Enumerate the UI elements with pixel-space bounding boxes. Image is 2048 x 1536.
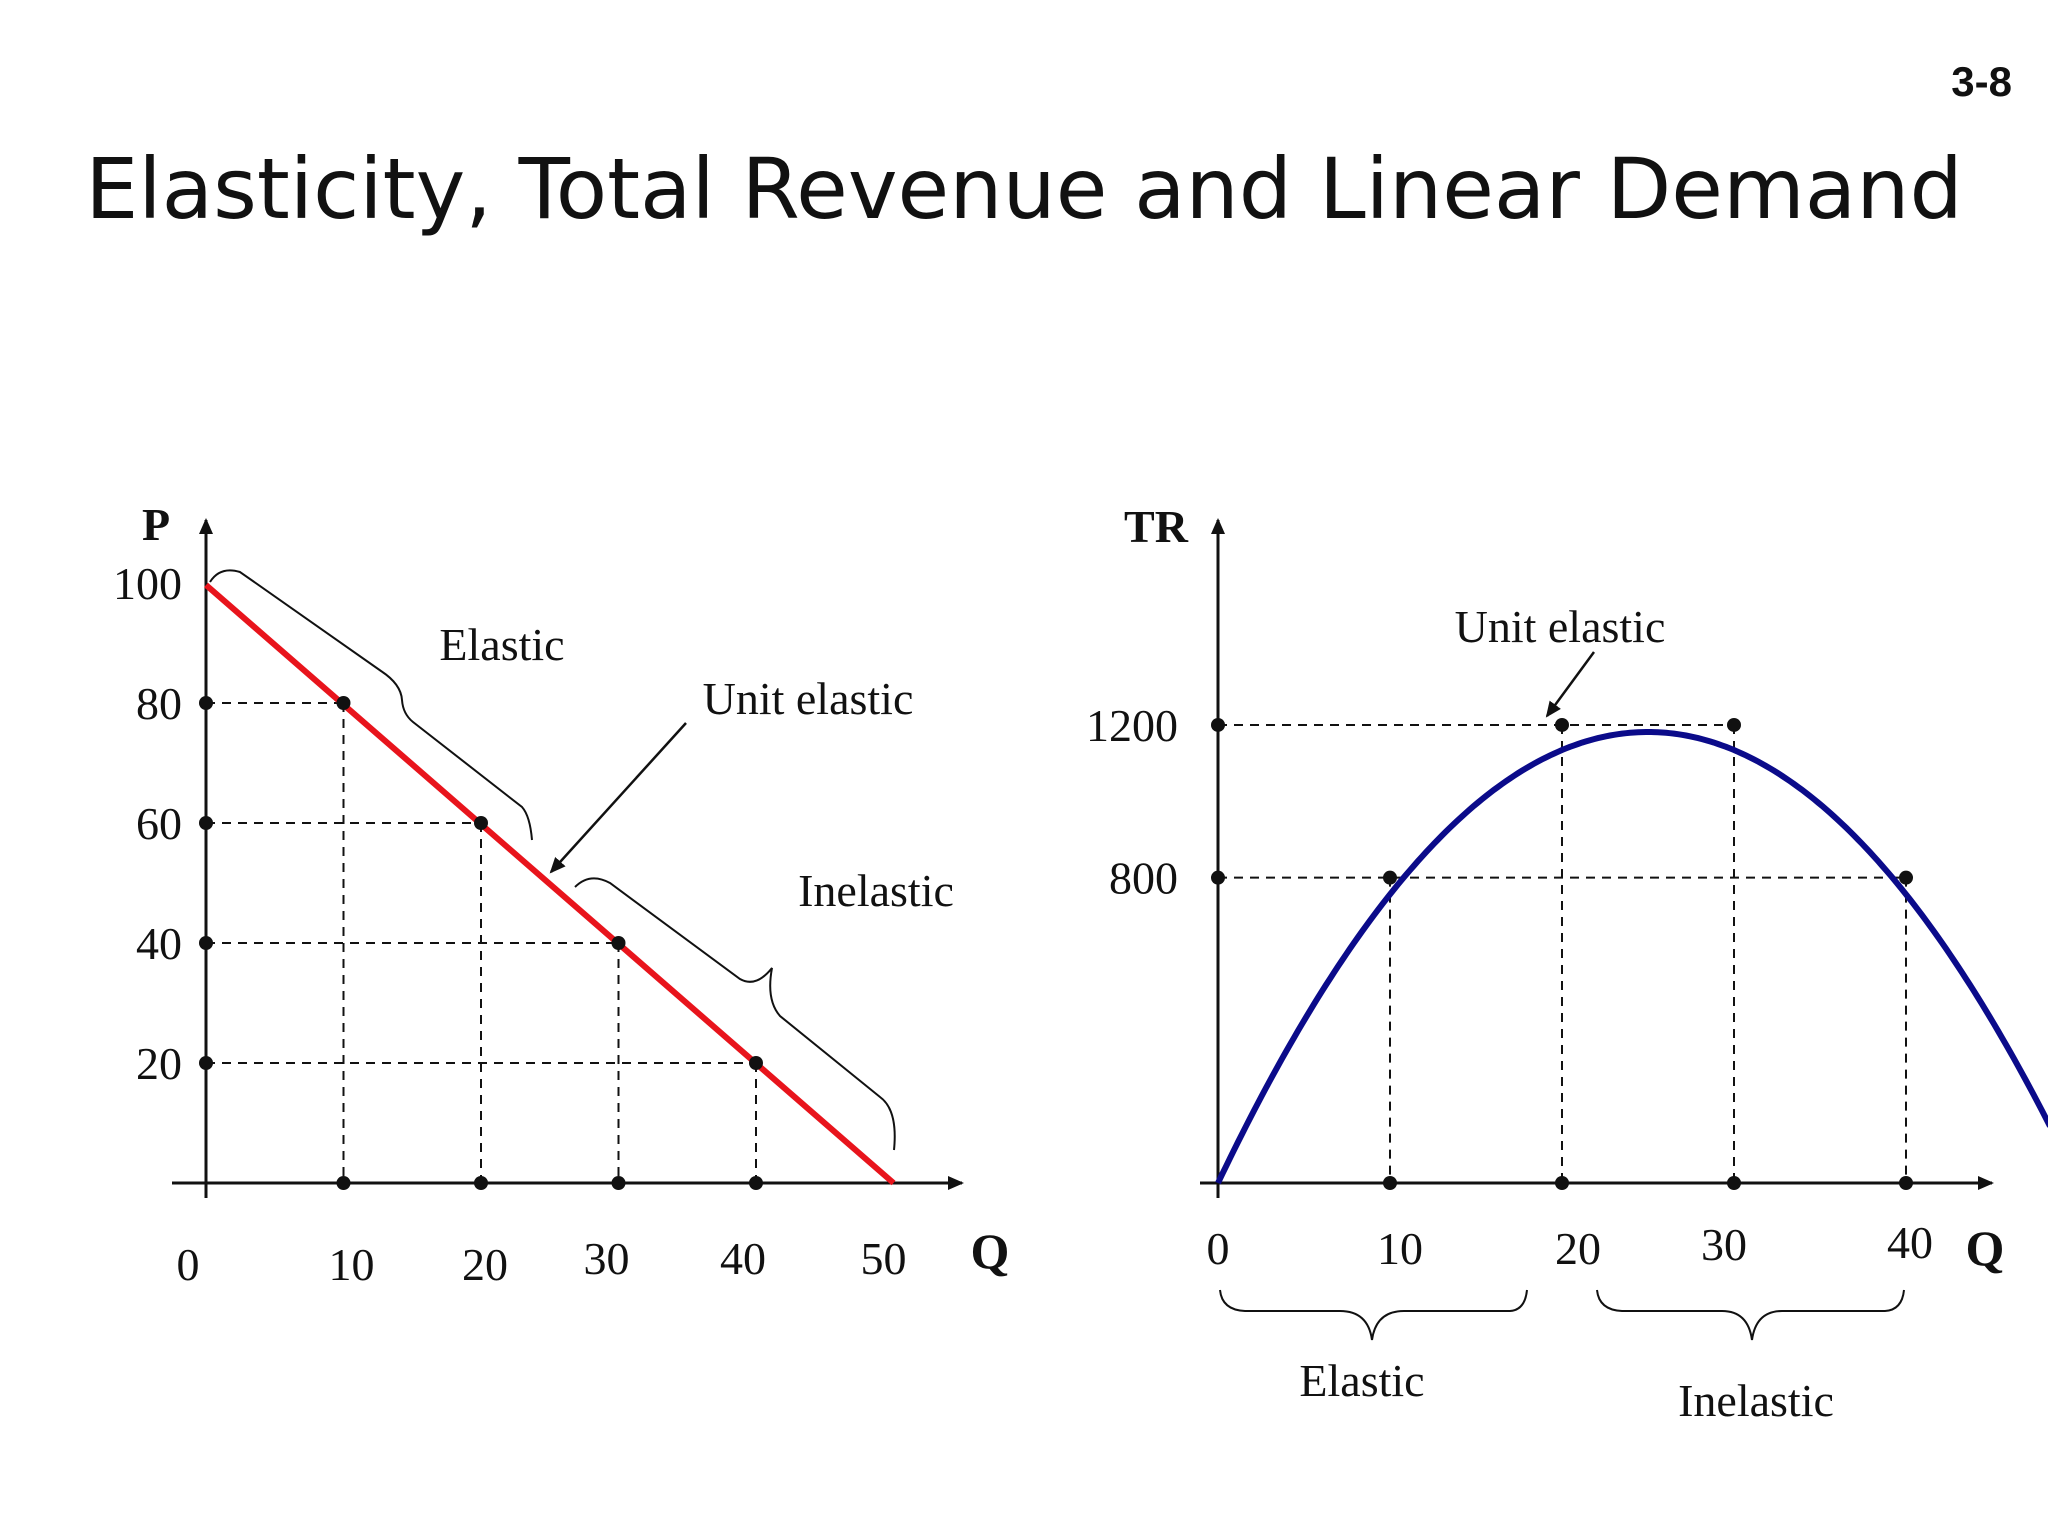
tr-unit-elastic-arrow: [1545, 651, 1596, 718]
tr-point: [1383, 870, 1397, 885]
demand-y-tick-label: 20: [136, 1038, 182, 1089]
demand-y-ticks: 100 80 60 40 20: [113, 558, 182, 1089]
tr-point: [1727, 717, 1741, 732]
tr-y-ticks: 1200 800: [1086, 700, 1178, 904]
unit-elastic-label: Unit elastic: [703, 673, 914, 724]
slide-number: 3-8: [1951, 58, 2012, 105]
tr-unit-elastic-label: Unit elastic: [1455, 601, 1666, 652]
demand-point: [474, 816, 488, 830]
demand-y-tick-label: 40: [136, 918, 182, 969]
total-revenue-curve: [1215, 729, 2048, 1185]
demand-x-tick-label: 0: [177, 1239, 200, 1290]
tr-y-dot: [1211, 717, 1225, 732]
demand-line: [204, 582, 896, 1186]
tr-points: [1211, 717, 1913, 1190]
demand-gridlines: [206, 702, 757, 1183]
tr-elastic-brace: [1219, 1289, 1528, 1341]
tr-x-tick-label: 10: [1377, 1223, 1423, 1274]
slide-title: Elasticity, Total Revenue and Linear Dem…: [85, 140, 1963, 238]
tr-x-tick-label: 0: [1207, 1223, 1230, 1274]
demand-x-axis-label: Q: [971, 1223, 1010, 1279]
demand-y-tick-label: 60: [136, 798, 182, 849]
demand-y-dot: [199, 696, 213, 710]
tr-inelastic-brace: [1596, 1289, 1905, 1341]
demand-y-axis-label: P: [142, 499, 170, 550]
tr-elastic-label: Elastic: [1299, 1355, 1424, 1406]
demand-y-dot: [199, 1056, 213, 1070]
demand-point: [749, 1056, 763, 1070]
unit-elastic-arrow: [549, 722, 687, 874]
demand-point: [336, 696, 351, 710]
demand-chart: P Q 100 80 60 40 20 0 10 20 30 40 50 Elastic Unit…: [113, 499, 1009, 1290]
tr-y-dot: [1211, 870, 1225, 885]
demand-x-dot: [611, 1176, 626, 1190]
tr-x-dot: [1899, 1176, 1913, 1190]
tr-x-axis-label: Q: [1966, 1220, 2005, 1276]
tr-series: [1215, 729, 2048, 1185]
demand-x-tick-label: 40: [720, 1233, 766, 1284]
demand-y-tick-label: 80: [136, 678, 182, 729]
tr-x-dot: [1383, 1176, 1397, 1190]
tr-x-dot: [1727, 1176, 1741, 1190]
tr-x-tick-label: 20: [1555, 1223, 1601, 1274]
tr-gridlines: [1218, 723, 1907, 1183]
demand-y-dot: [199, 816, 213, 830]
demand-x-tick-label: 50: [861, 1233, 907, 1284]
tr-x-tick-label: 30: [1701, 1219, 1747, 1270]
tr-inelastic-label: Inelastic: [1678, 1375, 1834, 1426]
tr-y-axis-label: TR: [1124, 501, 1189, 552]
elastic-brace: [209, 569, 533, 841]
tr-y-tick-label: 800: [1109, 853, 1178, 904]
elastic-label: Elastic: [439, 619, 564, 670]
tr-x-dot: [1555, 1176, 1569, 1190]
demand-x-ticks: 0 10 20 30 40 50: [177, 1233, 907, 1290]
tr-y-tick-label: 1200: [1086, 700, 1178, 751]
demand-series: [204, 582, 896, 1186]
demand-x-dot: [474, 1176, 488, 1190]
tr-point: [1555, 717, 1569, 732]
demand-x-tick-label: 10: [329, 1239, 375, 1290]
demand-x-dot: [749, 1176, 763, 1190]
inelastic-label: Inelastic: [798, 865, 954, 916]
demand-x-dot: [336, 1176, 351, 1190]
demand-y-dot: [199, 936, 213, 950]
demand-y-tick-label: 100: [113, 558, 182, 609]
demand-x-tick-label: 30: [584, 1233, 630, 1284]
demand-point: [611, 936, 626, 950]
tr-point: [1899, 870, 1913, 885]
demand-points: [199, 696, 763, 1190]
tr-x-tick-label: 40: [1887, 1217, 1933, 1268]
demand-x-tick-label: 20: [462, 1239, 508, 1290]
inelastic-brace: [574, 877, 896, 1151]
